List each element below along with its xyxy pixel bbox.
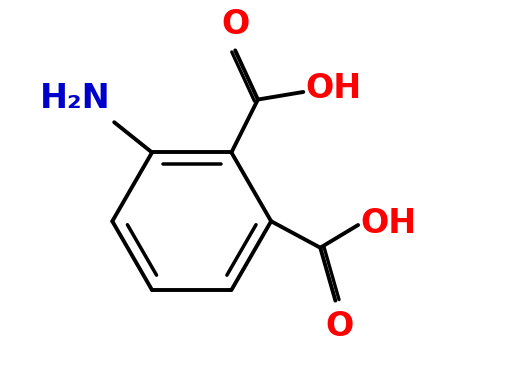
Text: O: O bbox=[221, 8, 249, 41]
Text: O: O bbox=[325, 310, 353, 343]
Text: OH: OH bbox=[360, 207, 416, 240]
Text: OH: OH bbox=[305, 72, 361, 105]
Text: H₂N: H₂N bbox=[39, 82, 111, 115]
